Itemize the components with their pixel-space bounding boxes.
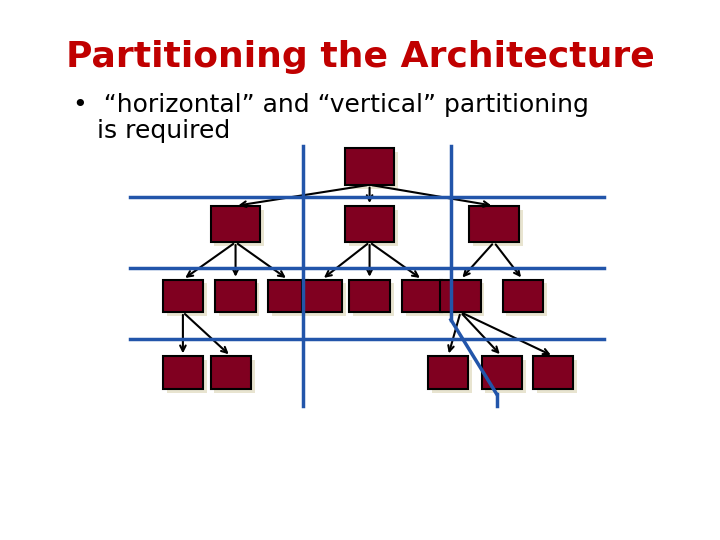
Text: is required: is required bbox=[73, 119, 230, 143]
Bar bbox=[402, 280, 442, 312]
Bar bbox=[432, 360, 472, 393]
Bar bbox=[349, 280, 390, 312]
Bar bbox=[163, 356, 203, 389]
Bar bbox=[348, 210, 398, 246]
Bar bbox=[444, 284, 485, 316]
Bar bbox=[302, 280, 342, 312]
Bar bbox=[345, 148, 395, 185]
Bar bbox=[473, 210, 523, 246]
Bar bbox=[534, 356, 573, 389]
Bar bbox=[348, 152, 398, 188]
Bar bbox=[305, 284, 346, 316]
Bar bbox=[211, 206, 261, 242]
Text: Partitioning the Architecture: Partitioning the Architecture bbox=[66, 40, 654, 74]
Bar bbox=[211, 356, 251, 389]
Bar bbox=[406, 284, 446, 316]
Text: •  “horizontal” and “vertical” partitioning: • “horizontal” and “vertical” partitioni… bbox=[73, 93, 589, 117]
Bar bbox=[166, 284, 207, 316]
Bar bbox=[345, 206, 395, 242]
Bar bbox=[469, 206, 519, 242]
Bar bbox=[163, 280, 203, 312]
Bar bbox=[537, 360, 577, 393]
Bar bbox=[485, 360, 526, 393]
Bar bbox=[215, 210, 264, 246]
Bar bbox=[268, 280, 308, 312]
Bar bbox=[215, 280, 256, 312]
Bar bbox=[215, 360, 255, 393]
Bar bbox=[272, 284, 312, 316]
Bar bbox=[482, 356, 522, 389]
Bar bbox=[441, 280, 481, 312]
Bar bbox=[428, 356, 468, 389]
Bar bbox=[220, 284, 259, 316]
Bar bbox=[506, 284, 546, 316]
Bar bbox=[354, 284, 394, 316]
Bar bbox=[503, 280, 543, 312]
Bar bbox=[166, 360, 207, 393]
